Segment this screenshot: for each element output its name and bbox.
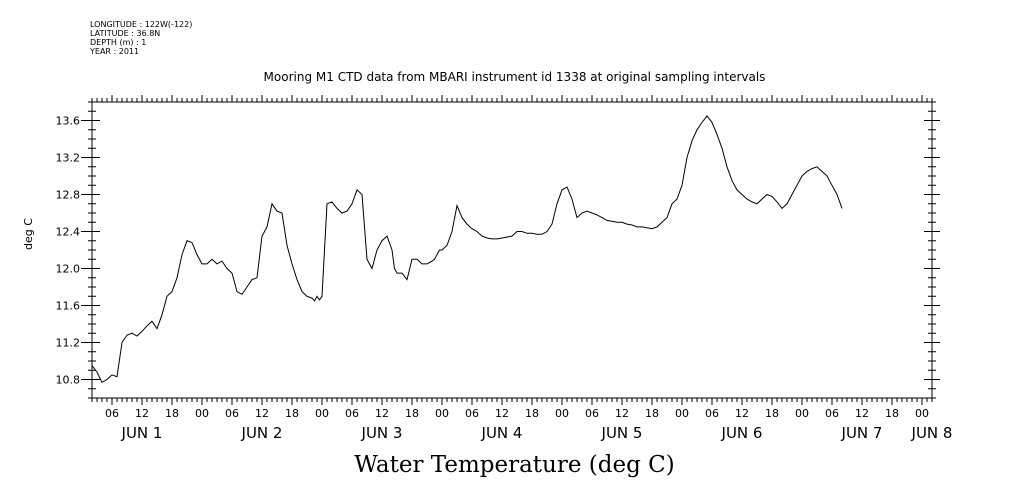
x-hour-label: 18 bbox=[765, 407, 779, 420]
x-hour-label: 18 bbox=[525, 407, 539, 420]
x-hour-label: 00 bbox=[315, 407, 329, 420]
x-axis-title: Water Temperature (deg C) bbox=[354, 452, 675, 478]
x-hour-label: 18 bbox=[645, 407, 659, 420]
x-day-label: JUN 8 bbox=[911, 424, 953, 442]
x-hour-label: 00 bbox=[555, 407, 569, 420]
y-tick-label: 11.2 bbox=[56, 337, 81, 350]
x-day-label: JUN 3 bbox=[361, 424, 403, 442]
x-day-label: JUN 1 bbox=[121, 424, 163, 442]
metadata-block: LONGITUDE : 122W(-122) LATITUDE : 36.8N … bbox=[90, 20, 192, 56]
x-day-label: JUN 4 bbox=[481, 424, 523, 442]
x-axis-ticks: 06 12 18 00 06 12 18 00 06 12 18 00 06 12 18 00 06 12 18 00… bbox=[91, 95, 953, 442]
y-axis-ticks: 10.8 11.2 11.6 12.0 12.4 12.8 13.2 13.6 bbox=[56, 101, 940, 399]
y-tick-label: 10.8 bbox=[56, 374, 81, 387]
x-day-label: JUN 2 bbox=[241, 424, 283, 442]
x-hour-label: 18 bbox=[285, 407, 299, 420]
y-tick-label: 12.4 bbox=[56, 226, 81, 239]
x-hour-label: 18 bbox=[165, 407, 179, 420]
x-hour-label: 06 bbox=[345, 407, 359, 420]
x-hour-label: 12 bbox=[255, 407, 269, 420]
x-hour-label: 12 bbox=[375, 407, 389, 420]
year-label: YEAR : 2011 bbox=[90, 47, 140, 56]
latitude-label: LATITUDE : 36.8N bbox=[90, 29, 161, 38]
x-day-label: JUN 6 bbox=[721, 424, 763, 442]
y-tick-label: 13.6 bbox=[56, 115, 81, 128]
x-hour-label: 06 bbox=[585, 407, 599, 420]
y-tick-label: 13.2 bbox=[56, 152, 81, 165]
x-hour-label: 00 bbox=[915, 407, 929, 420]
x-hour-label: 12 bbox=[495, 407, 509, 420]
x-hour-label: 12 bbox=[615, 407, 629, 420]
series-layer bbox=[91, 115, 843, 383]
x-hour-label: 12 bbox=[135, 407, 149, 420]
x-hour-label: 00 bbox=[435, 407, 449, 420]
y-tick-label: 12.8 bbox=[56, 189, 81, 202]
x-day-label: JUN 5 bbox=[601, 424, 643, 442]
chart-title: Mooring M1 CTD data from MBARI instrumen… bbox=[263, 70, 766, 84]
x-hour-label: 18 bbox=[885, 407, 899, 420]
x-hour-label: 00 bbox=[195, 407, 209, 420]
x-hour-label: 12 bbox=[855, 407, 869, 420]
x-hour-label: 00 bbox=[795, 407, 809, 420]
x-hour-label: 06 bbox=[705, 407, 719, 420]
x-hour-label: 06 bbox=[225, 407, 239, 420]
y-tick-label: 12.0 bbox=[56, 263, 81, 276]
plot-frame bbox=[91, 101, 933, 399]
y-tick-label: 11.6 bbox=[56, 300, 81, 313]
x-day-label: JUN 7 bbox=[841, 424, 883, 442]
depth-label: DEPTH (m) : 1 bbox=[90, 38, 147, 47]
x-hour-label: 06 bbox=[465, 407, 479, 420]
series-line bbox=[91, 115, 843, 383]
longitude-label: LONGITUDE : 122W(-122) bbox=[90, 20, 193, 29]
x-hour-label: 06 bbox=[825, 407, 839, 420]
x-hour-label: 00 bbox=[675, 407, 689, 420]
x-hour-label: 06 bbox=[105, 407, 119, 420]
x-hour-label: 12 bbox=[735, 407, 749, 420]
x-hour-label: 18 bbox=[405, 407, 419, 420]
